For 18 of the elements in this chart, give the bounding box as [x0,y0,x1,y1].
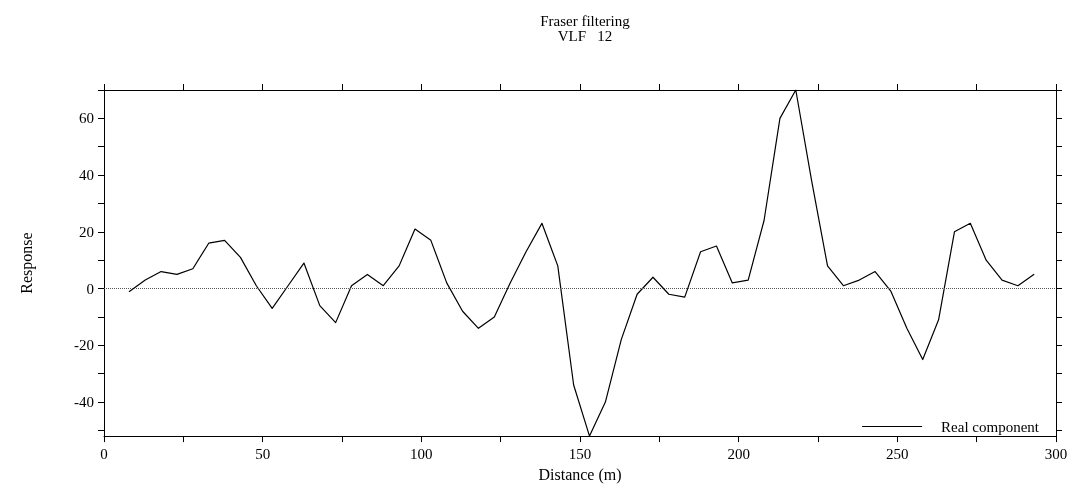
chart-subtitle: VLF 12 [557,27,613,44]
x-axis-title: Distance (m) [538,465,622,484]
legend-label: Real component [941,418,1040,435]
y-tick-label: 20 [79,223,94,240]
x-tick-label: 50 [255,445,271,462]
y-axis-title: Response [17,232,36,294]
x-tick-label: 300 [1044,445,1068,462]
x-tick-label: 150 [568,445,592,462]
x-tick-label: 200 [727,445,750,462]
y-tick-label: 0 [86,280,94,297]
y-tick-label: 60 [79,110,94,127]
y-tick-label: -40 [74,394,94,411]
chart-title: Fraser filtering [540,12,631,29]
x-tick-label: 250 [886,445,909,462]
x-tick-label: 0 [100,445,108,462]
y-tick-label: -20 [74,337,94,354]
x-tick-label: 100 [410,445,433,462]
y-tick-label: 40 [79,167,94,184]
